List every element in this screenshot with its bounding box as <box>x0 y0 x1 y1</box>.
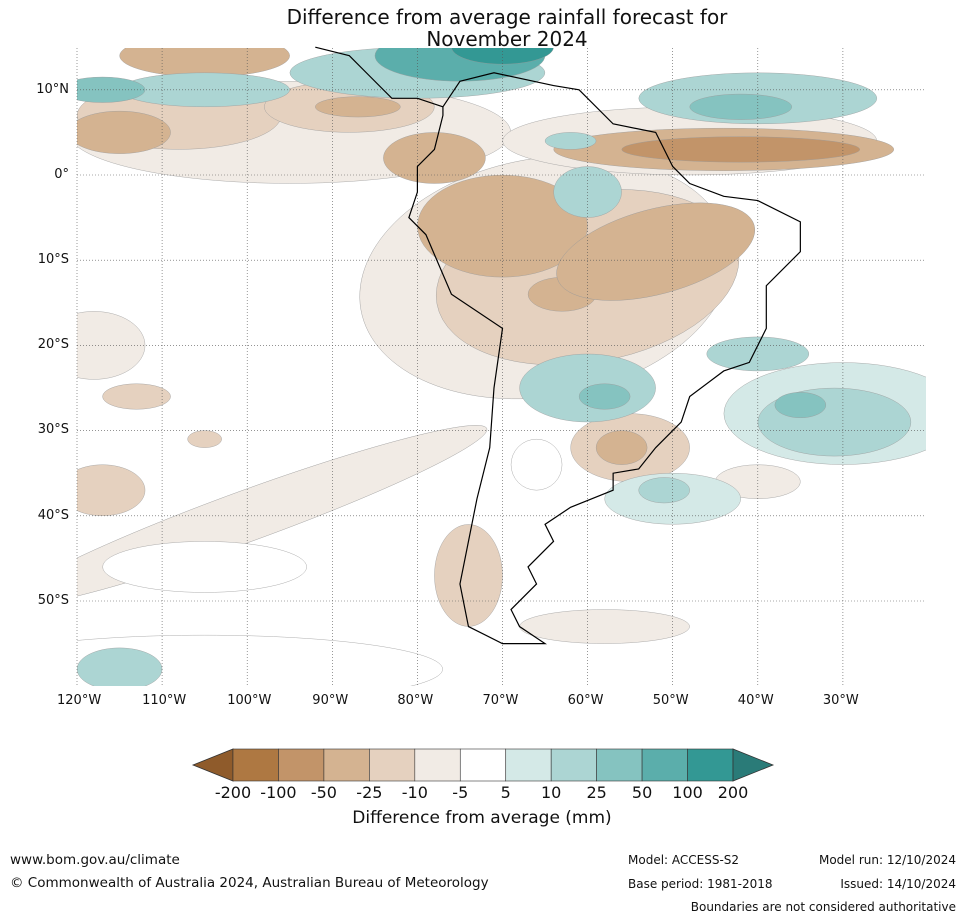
longitude-label: 70°W <box>482 693 519 708</box>
south-america-coastline <box>408 72 801 645</box>
copyright: © Commonwealth of Australia 2024, Austra… <box>10 875 489 891</box>
latitude-label: 10°S <box>37 252 69 267</box>
title-line-2: November 2024 <box>426 27 588 51</box>
colorbar-extend-low <box>191 748 234 782</box>
anomaly-region <box>774 392 827 418</box>
latitude-label: 10°N <box>36 82 69 97</box>
website-link[interactable]: www.bom.gov.au/climate <box>10 852 180 868</box>
anomaly-region <box>595 430 648 465</box>
model-run: Model run: 12/10/2024 <box>818 853 956 867</box>
colorbar-extend-high <box>732 748 775 782</box>
colorbar-tick-label: 100 <box>672 783 703 802</box>
longitude-label: 90°W <box>312 693 349 708</box>
colorbar-tick-label: -10 <box>401 783 428 802</box>
colorbar-tick-label: 10 <box>540 783 562 802</box>
disclaimer: Boundaries are not considered authoritat… <box>690 900 956 914</box>
longitude-label: 30°W <box>822 693 859 708</box>
longitude-label: 80°W <box>397 693 434 708</box>
title-line-1: Difference from average rainfall forecas… <box>286 5 728 29</box>
anomaly-region <box>689 93 792 120</box>
anomaly-region <box>77 311 146 380</box>
colorbar-swatch <box>232 748 279 782</box>
issued-date: Issued: 14/10/2024 <box>840 877 956 891</box>
anomaly-region <box>519 609 690 644</box>
anomaly-region <box>638 477 690 504</box>
longitude-label: 110°W <box>142 693 187 708</box>
colorbar-tick-label: -200 <box>214 783 252 802</box>
latitude-label: 0° <box>54 167 69 182</box>
longitude-label: 120°W <box>57 693 102 708</box>
colorbar-tick-label: 25 <box>586 783 607 802</box>
anomaly-region <box>119 48 290 78</box>
colorbar-swatch <box>505 748 552 782</box>
model-info: Model: ACCESS-S2 <box>628 853 740 867</box>
colorbar-swatch <box>323 748 370 782</box>
anomaly-region <box>77 647 163 686</box>
colorbar-swatch <box>278 748 325 782</box>
colorbar-title: Difference from average (mm) <box>352 808 612 828</box>
colorbar-tick-label: 200 <box>717 783 749 802</box>
anomaly-region <box>510 438 563 491</box>
latitude-label: 20°S <box>37 337 69 352</box>
latitude-label: 50°S <box>37 593 69 608</box>
anomaly-region <box>556 202 756 301</box>
anomaly-region <box>102 383 171 410</box>
colorbar-tick-label: -5 <box>452 783 469 802</box>
anomaly-region <box>77 464 146 516</box>
latitude-label: 40°S <box>37 508 69 523</box>
colorbar-tick-label: -50 <box>310 783 337 802</box>
colorbar-swatch <box>641 748 688 782</box>
colorbar-swatch <box>414 748 461 782</box>
colorbar-tick-label: -100 <box>260 783 297 802</box>
colorbar-swatch <box>550 748 597 782</box>
colorbar-tick-label: 50 <box>631 783 653 802</box>
anomaly-region <box>451 48 554 65</box>
map-field <box>77 48 926 686</box>
colorbar-tick-label: -25 <box>356 783 383 802</box>
colorbar-swatch <box>369 748 416 782</box>
longitude-label: 50°W <box>652 693 689 708</box>
anomaly-region <box>621 136 860 163</box>
anomaly-region <box>77 634 443 686</box>
anomaly-region <box>102 541 307 593</box>
anomaly-region <box>187 430 222 448</box>
colorbar-swatch <box>459 748 507 782</box>
anomaly-region <box>383 132 486 184</box>
latitude-label: 30°S <box>37 422 69 437</box>
anomaly-region <box>77 425 488 607</box>
colorbar-swatch <box>596 748 643 782</box>
colorbar-tick-label: 5 <box>500 783 511 802</box>
colorbar-swatch <box>687 748 734 782</box>
anomaly-region <box>578 383 631 410</box>
anomaly-region <box>77 76 146 103</box>
anomaly-region <box>77 110 171 154</box>
longitude-label: 100°W <box>227 693 272 708</box>
anomaly-region <box>544 132 597 150</box>
anomaly-region <box>315 96 401 118</box>
longitude-label: 60°W <box>567 693 604 708</box>
central-america-coastline <box>315 46 444 108</box>
base-period: Base period: 1981-2018 <box>628 877 773 891</box>
longitude-label: 40°W <box>737 693 774 708</box>
